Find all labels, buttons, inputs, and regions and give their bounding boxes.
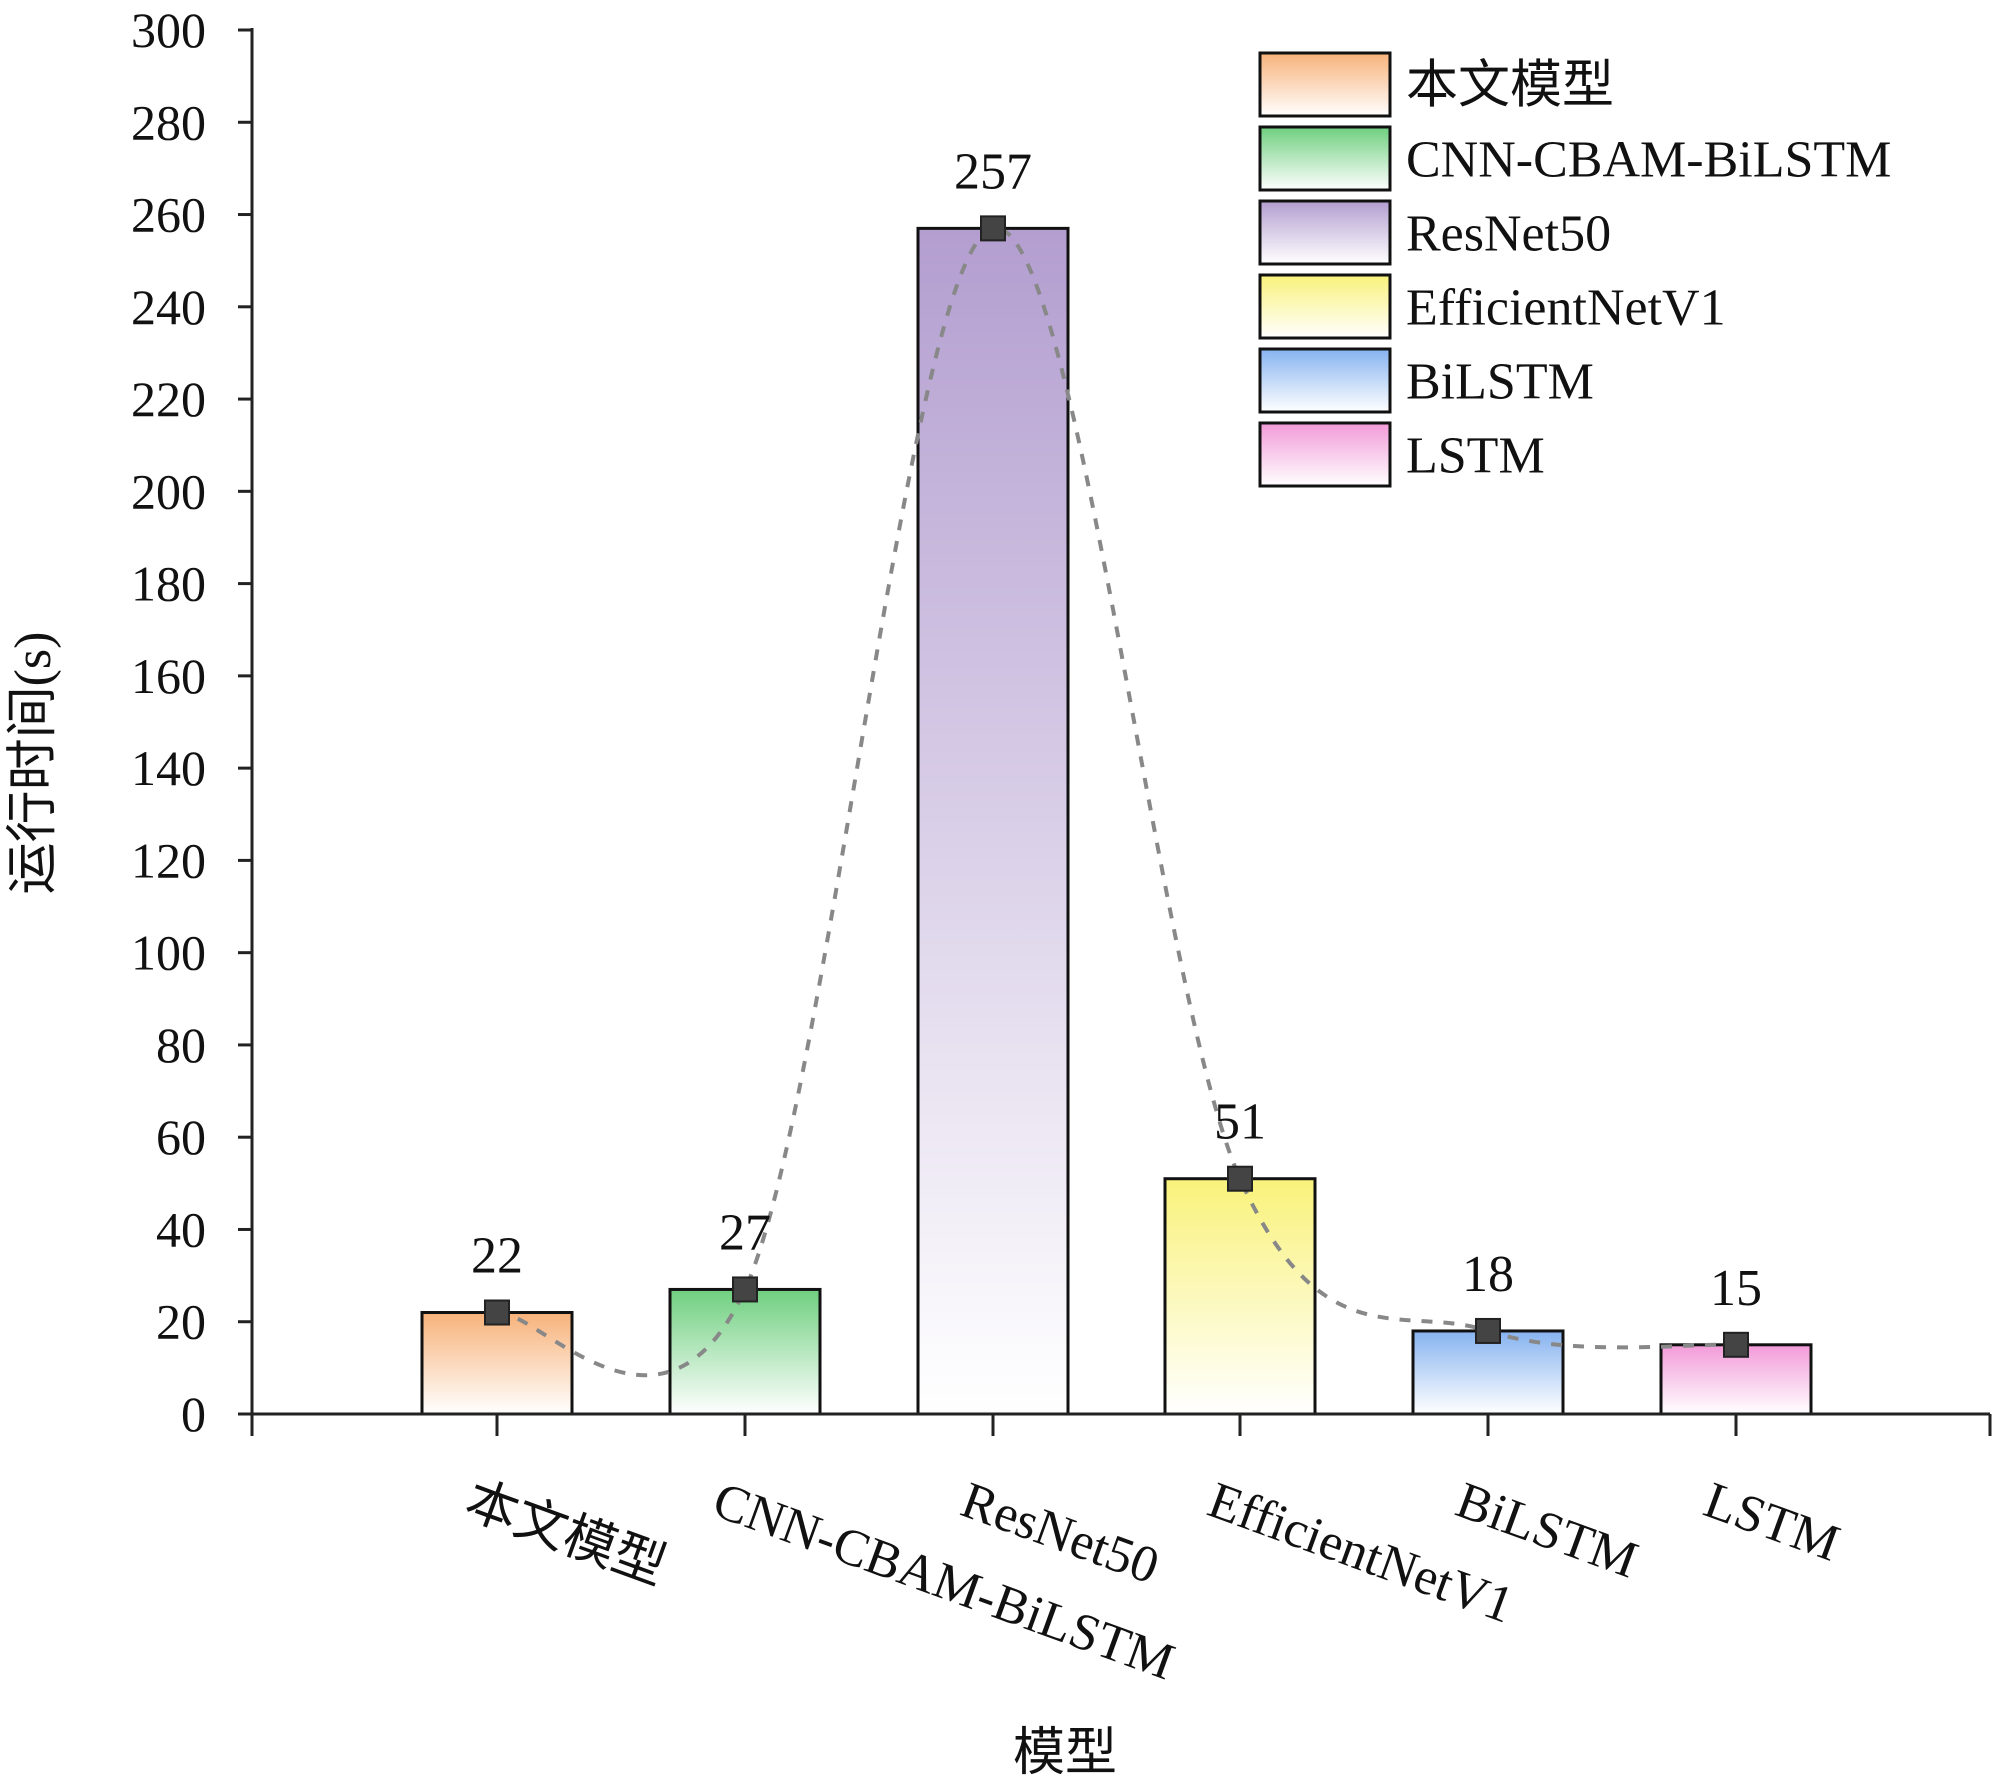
legend-swatch-5 [1258, 421, 1392, 488]
data-label-1: 27 [719, 1204, 771, 1261]
legend-label-0: 本文模型 [1406, 58, 1614, 115]
x-axis-title: 模型 [1013, 1725, 1117, 1782]
category-label-0: 本文模型 [458, 1472, 673, 1597]
markers [484, 215, 1749, 1358]
legend-label-4: BiLSTM [1406, 354, 1594, 411]
marker-1 [732, 1276, 758, 1303]
y-axis-ticks: 0 20 40 60 80 100 120 140 160 180 200 220 240 260 280 3… [131, 2, 252, 1442]
data-labels: 22 27 257 51 18 15 [471, 143, 1762, 1316]
data-label-5: 15 [1710, 1260, 1762, 1317]
y-tick-label: 0 [181, 1386, 206, 1442]
data-label-4: 18 [1462, 1246, 1514, 1303]
y-tick-label: 60 [156, 1109, 206, 1165]
y-tick-label: 280 [131, 94, 206, 150]
y-tick-label: 120 [131, 832, 206, 888]
legend-label-1: CNN-CBAM-BiLSTM [1406, 132, 1891, 189]
legend-swatch-1 [1258, 125, 1392, 192]
axes [250, 28, 1990, 1416]
legend-label-5: LSTM [1406, 428, 1545, 485]
data-label-0: 22 [471, 1228, 523, 1285]
x-axis-ticks [250, 1414, 1992, 1436]
category-label-5: LSTM [1697, 1472, 1847, 1573]
y-tick-label: 220 [131, 371, 206, 427]
y-axis-title: 运行时间(s) [5, 632, 62, 895]
y-tick-label: 140 [131, 740, 206, 796]
y-tick-label: 240 [131, 279, 206, 335]
legend-label-2: ResNet50 [1406, 206, 1611, 263]
data-label-2: 257 [954, 143, 1032, 200]
y-tick-label: 260 [131, 187, 206, 243]
y-tick-label: 180 [131, 556, 206, 612]
legend-label-3: EfficientNetV1 [1406, 280, 1726, 337]
y-tick-label: 80 [156, 1017, 206, 1073]
legend-swatch-0 [1258, 51, 1392, 118]
marker-0 [484, 1299, 510, 1326]
y-tick-label: 100 [131, 925, 206, 981]
bars [420, 226, 1813, 1416]
y-tick-label: 200 [131, 463, 206, 519]
bar-3 [1163, 1177, 1317, 1416]
y-tick-label: 300 [131, 2, 206, 58]
legend-swatch-4 [1258, 347, 1392, 414]
marker-2 [980, 215, 1006, 242]
legend-swatch-3 [1258, 273, 1392, 340]
bar-2 [916, 226, 1070, 1416]
y-tick-label: 20 [156, 1294, 206, 1350]
bar-1 [668, 1287, 822, 1416]
data-label-3: 51 [1214, 1094, 1266, 1151]
y-tick-label: 160 [131, 648, 206, 704]
y-tick-label: 40 [156, 1201, 206, 1257]
legend-swatch-2 [1258, 199, 1392, 266]
marker-4 [1475, 1317, 1501, 1344]
marker-5 [1723, 1331, 1749, 1358]
marker-3 [1227, 1165, 1253, 1192]
bar-0 [420, 1311, 574, 1416]
legend: 本文模型 CNN-CBAM-BiLSTM ResNet50 EfficientNetV… [1258, 51, 1891, 488]
